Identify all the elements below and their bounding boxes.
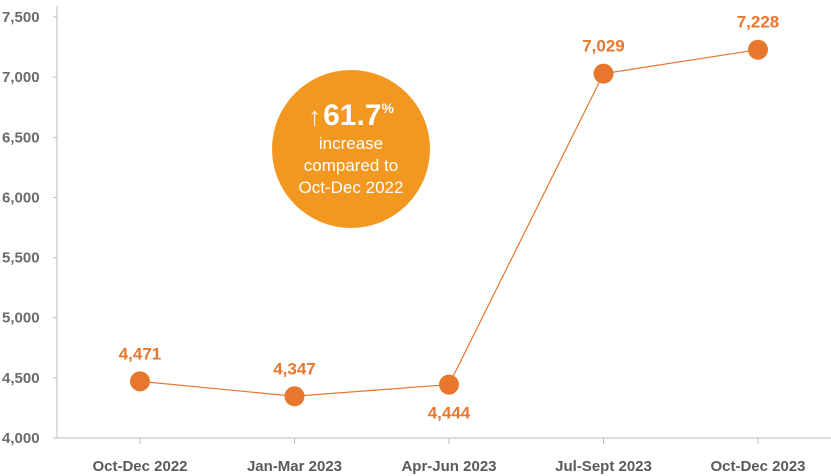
y-tick-label: 4,500 bbox=[2, 370, 40, 387]
x-tick-label: Jul-Sept 2023 bbox=[555, 458, 652, 475]
callout-badge: ↑ 61.7 % increase compared to Oct-Dec 20… bbox=[272, 70, 430, 228]
y-tick-label: 5,000 bbox=[2, 310, 40, 327]
x-tick-label: Oct-Dec 2022 bbox=[92, 458, 187, 475]
data-point bbox=[439, 374, 459, 395]
data-label: 4,347 bbox=[273, 359, 316, 378]
y-tick-label: 6,500 bbox=[2, 129, 40, 146]
series-line bbox=[139, 49, 759, 397]
data-label: 4,444 bbox=[428, 404, 471, 423]
data-point bbox=[593, 63, 614, 84]
data-label: 4,471 bbox=[119, 344, 162, 363]
callout-line-2: compared to bbox=[303, 156, 399, 175]
x-tick-label: Jan-Mar 2023 bbox=[247, 458, 342, 475]
callout-value: 61.7 bbox=[323, 99, 382, 132]
data-point bbox=[130, 371, 150, 392]
y-tick-label: 4,000 bbox=[2, 430, 40, 447]
data-point bbox=[748, 39, 768, 60]
y-tick-label: 5,500 bbox=[2, 250, 40, 267]
y-tick-label: 6,000 bbox=[2, 189, 40, 206]
data-label: 7,029 bbox=[582, 37, 625, 56]
data-point bbox=[284, 386, 305, 407]
callout-line-3: Oct-Dec 2022 bbox=[298, 178, 404, 197]
callout-value-row: ↑ 61.7 % bbox=[308, 99, 394, 133]
x-tick-label: Apr-Jun 2023 bbox=[401, 458, 496, 475]
callout-line-1: increase bbox=[318, 134, 384, 153]
data-label: 7,228 bbox=[737, 13, 780, 32]
x-tick-label: Oct-Dec 2023 bbox=[710, 458, 805, 475]
y-tick-label: 7,500 bbox=[2, 9, 40, 26]
callout-unit: % bbox=[381, 100, 394, 116]
up-arrow-icon: ↑ bbox=[308, 101, 322, 131]
y-tick-label: 7,000 bbox=[2, 69, 40, 86]
